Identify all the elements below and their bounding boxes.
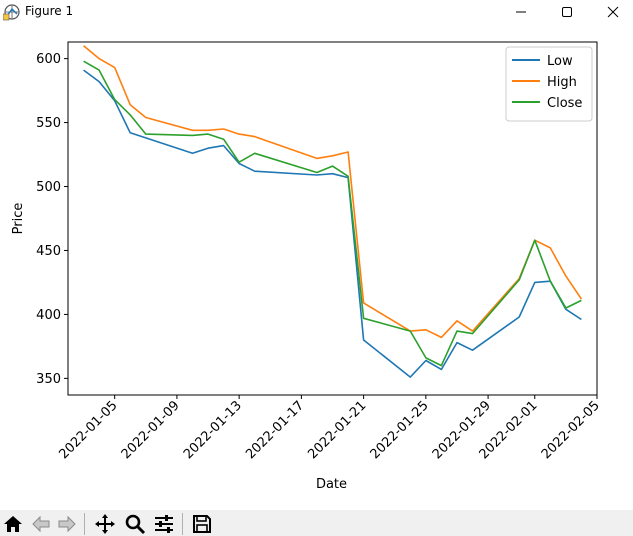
- x-tick-label: 2022-01-21: [305, 398, 369, 462]
- y-tick-label: 550: [36, 116, 61, 131]
- legend: Low High Close: [505, 46, 593, 122]
- back-icon: [32, 515, 50, 533]
- series-line-low: [83, 69, 582, 378]
- plot-frame: [67, 41, 598, 396]
- save-icon: [193, 515, 211, 533]
- navigation-toolbar: [0, 510, 633, 536]
- maximize-button[interactable]: [544, 0, 590, 24]
- minimize-icon: [516, 11, 526, 13]
- y-axis-label: Price: [11, 203, 26, 235]
- window-titlebar: Figure 1: [0, 0, 633, 24]
- maximize-icon: [562, 7, 572, 17]
- configure-subplots-button[interactable]: [151, 512, 177, 536]
- pan-button[interactable]: [92, 512, 118, 536]
- pan-icon: [95, 514, 115, 534]
- close-icon: [607, 6, 619, 18]
- y-tick-label: 500: [36, 180, 61, 195]
- series-line-close: [83, 60, 582, 367]
- python-figure-icon: [3, 4, 20, 21]
- close-button[interactable]: [590, 0, 633, 24]
- window-title: Figure 1: [25, 4, 74, 18]
- x-tick-label: 2022-01-25: [368, 398, 432, 462]
- legend-label-low: Low: [547, 54, 573, 69]
- legend-label-close: Close: [547, 96, 582, 111]
- toolbar-separator: [84, 513, 85, 535]
- y-tick-label: 450: [36, 244, 61, 259]
- x-tick-label: 2022-02-05: [539, 398, 603, 462]
- back-button[interactable]: [28, 512, 54, 536]
- x-tick-label: 2022-01-05: [56, 398, 120, 462]
- x-tick-label: 2022-01-17: [243, 398, 307, 462]
- y-tick-label: 350: [36, 372, 61, 387]
- home-icon: [4, 516, 22, 532]
- forward-icon: [58, 515, 76, 533]
- y-tick-label: 600: [36, 52, 61, 67]
- x-tick-label: 2022-01-09: [119, 398, 183, 462]
- forward-button[interactable]: [54, 512, 80, 536]
- x-tick-label: 2022-01-13: [181, 398, 245, 462]
- home-button[interactable]: [0, 512, 26, 536]
- toolbar-separator: [182, 513, 183, 535]
- minimize-button[interactable]: [498, 0, 544, 24]
- zoom-button[interactable]: [122, 512, 148, 536]
- save-button[interactable]: [189, 512, 215, 536]
- x-axis-label: Date: [316, 477, 347, 492]
- legend-label-high: High: [547, 75, 577, 90]
- y-tick-label: 400: [36, 308, 61, 323]
- subplots-icon: [155, 515, 173, 533]
- figure-canvas[interactable]: 350 400 450 500 550 600 2022-01-05 2022-01-09 2…: [0, 24, 633, 510]
- zoom-icon: [125, 514, 146, 535]
